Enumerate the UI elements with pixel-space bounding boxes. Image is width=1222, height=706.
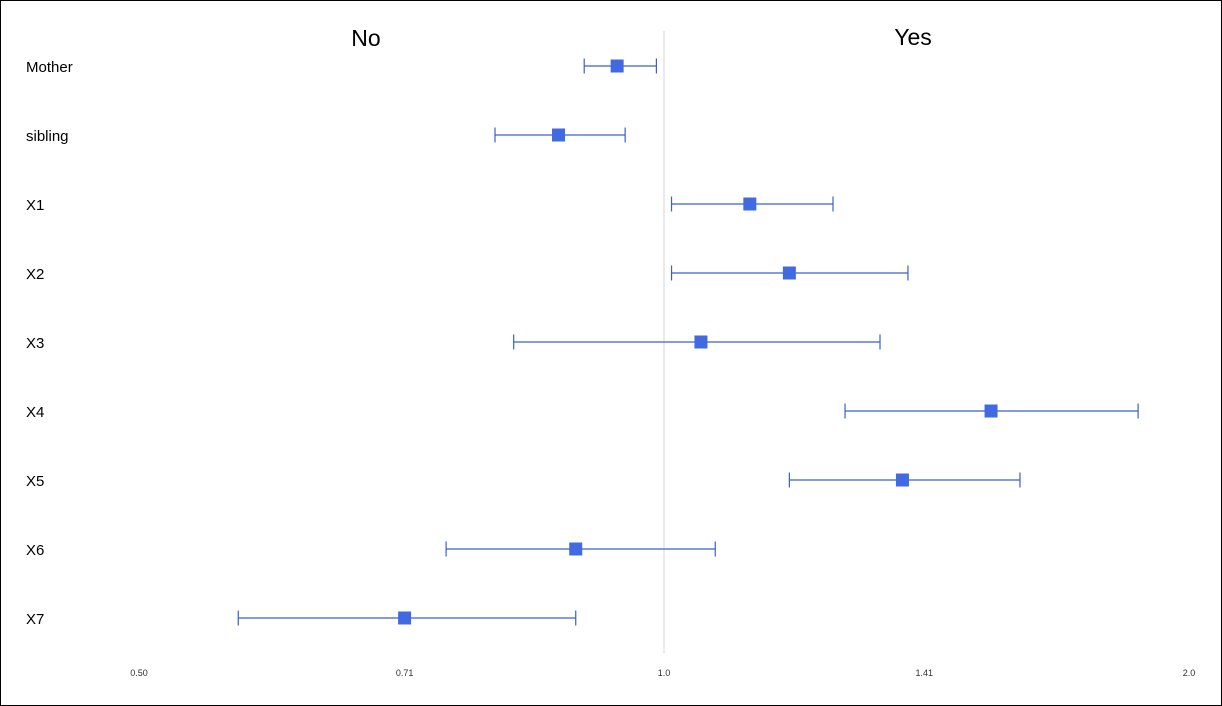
estimate-marker [552, 128, 566, 142]
estimate-marker [895, 473, 909, 487]
row-label-x3: X3 [26, 335, 44, 352]
estimate-marker [398, 611, 412, 625]
estimate-marker [694, 335, 708, 349]
row-label-sibling: sibling [26, 128, 69, 145]
x-axis-tick-labels: 0.50 0.71 1.0 1.41 2.0 [130, 668, 1195, 678]
row-label-x5: X5 [26, 473, 44, 490]
x-tick-label: 1.0 [658, 668, 671, 678]
estimate-marker [610, 59, 624, 73]
rows-layer: Mother sibling X1 X2 X3 X4 X5 X6 X7 [26, 58, 1139, 628]
estimate-marker [569, 542, 583, 556]
row-label-mother: Mother [26, 59, 73, 76]
x-tick-label: 0.71 [396, 668, 414, 678]
row-label-x1: X1 [26, 197, 44, 214]
estimate-marker [782, 266, 796, 280]
group-header-no: No [351, 25, 380, 51]
row-label-x2: X2 [26, 266, 44, 283]
row-label-x7: X7 [26, 611, 44, 628]
x-tick-label: 0.50 [130, 668, 148, 678]
estimate-marker [743, 197, 757, 211]
x-tick-label: 2.0 [1183, 668, 1196, 678]
estimate-marker [984, 404, 998, 418]
row-label-x6: X6 [26, 542, 44, 559]
row-label-x4: X4 [26, 404, 44, 421]
x-tick-label: 1.41 [915, 668, 933, 678]
group-header-yes: Yes [894, 24, 932, 50]
